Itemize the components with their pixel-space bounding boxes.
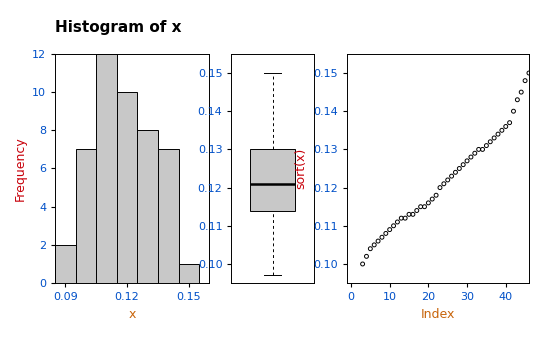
Bar bbox=[96, 54, 117, 283]
Point bbox=[424, 200, 433, 206]
Point bbox=[513, 97, 522, 102]
Point bbox=[467, 154, 476, 160]
Point bbox=[501, 124, 510, 129]
X-axis label: x: x bbox=[128, 308, 136, 321]
Point bbox=[385, 227, 394, 232]
Point bbox=[389, 223, 398, 228]
Point bbox=[463, 158, 472, 163]
Bar bbox=[55, 245, 75, 283]
Point bbox=[431, 192, 440, 198]
Point bbox=[505, 120, 514, 125]
Bar bbox=[158, 149, 179, 283]
Y-axis label: Frequency: Frequency bbox=[13, 136, 26, 201]
Bar bbox=[117, 92, 137, 283]
Point bbox=[374, 238, 382, 244]
Point bbox=[416, 204, 425, 209]
Point bbox=[455, 166, 464, 171]
Point bbox=[498, 128, 506, 133]
Point bbox=[412, 208, 421, 213]
Point bbox=[486, 139, 495, 145]
Point bbox=[525, 70, 533, 76]
Point bbox=[408, 212, 417, 217]
Point bbox=[482, 143, 491, 148]
Point bbox=[490, 135, 499, 141]
X-axis label: Index: Index bbox=[421, 308, 455, 321]
Point bbox=[521, 78, 530, 83]
Point bbox=[451, 170, 460, 175]
Point bbox=[459, 162, 468, 167]
Point bbox=[362, 254, 371, 259]
Point bbox=[381, 231, 390, 236]
Point bbox=[436, 185, 445, 190]
Point bbox=[350, 300, 359, 305]
Bar bbox=[179, 264, 199, 283]
Point bbox=[377, 235, 386, 240]
Point bbox=[366, 246, 375, 251]
Bar bbox=[137, 130, 158, 283]
Point bbox=[370, 242, 379, 248]
Point bbox=[494, 131, 503, 137]
Point bbox=[404, 212, 413, 217]
Point bbox=[358, 261, 367, 267]
Point bbox=[354, 288, 363, 294]
Bar bbox=[75, 149, 96, 283]
Y-axis label: sort(x): sort(x) bbox=[295, 148, 308, 189]
Text: Histogram of x: Histogram of x bbox=[55, 20, 182, 35]
Point bbox=[517, 89, 526, 95]
Point bbox=[440, 181, 449, 186]
Point bbox=[478, 147, 487, 152]
Point bbox=[428, 196, 436, 202]
Point bbox=[393, 219, 402, 225]
Point bbox=[447, 174, 456, 179]
Point bbox=[471, 151, 479, 156]
Point bbox=[401, 215, 409, 221]
Point bbox=[509, 109, 518, 114]
Point bbox=[474, 147, 483, 152]
Point bbox=[444, 177, 452, 183]
Point bbox=[397, 215, 406, 221]
Bar bbox=[250, 149, 295, 211]
Point bbox=[420, 204, 429, 209]
